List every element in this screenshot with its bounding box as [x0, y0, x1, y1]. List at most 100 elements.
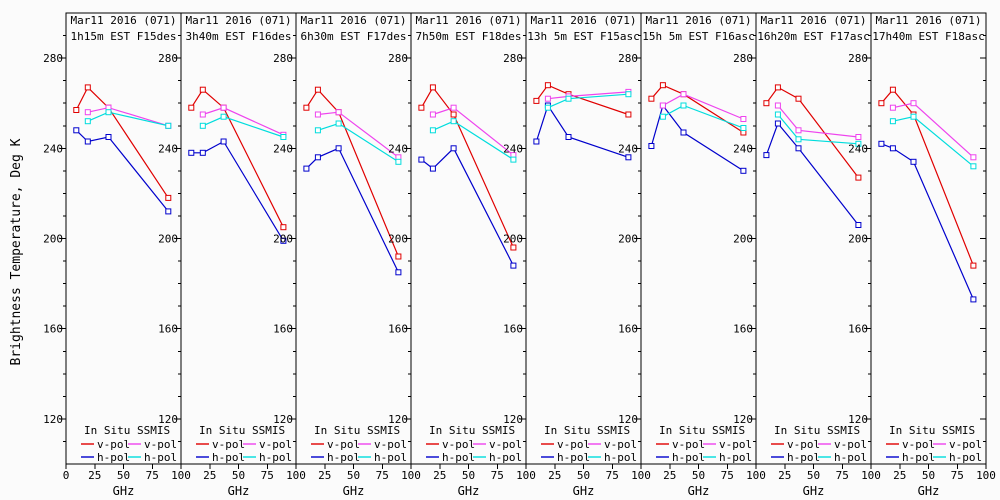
x-tick-label: 25 [433, 469, 446, 482]
data-point-marker [199, 111, 206, 118]
series-ssmis-h-pol [84, 109, 172, 129]
data-point-marker [544, 95, 551, 102]
series-ssmis-v-pol [889, 100, 977, 161]
data-point-marker [648, 143, 655, 149]
series-ssmis-h-pol [429, 118, 517, 163]
legend-ssmis-header: SSMIS [137, 424, 170, 437]
x-tick-label: 75 [146, 469, 159, 482]
data-point-marker [199, 149, 206, 156]
x-tick-label: 75 [376, 469, 389, 482]
data-point-marker [970, 163, 977, 170]
data-point-marker [855, 134, 862, 140]
data-point-marker [795, 145, 802, 152]
series-in-situ-v-pol [188, 86, 287, 231]
series-in-situ-h-pol [418, 145, 517, 269]
panel-title-date: Mar11 2016 (071) [416, 14, 522, 27]
y-tick-label: 120 [43, 413, 63, 426]
data-point-marker [220, 113, 227, 120]
x-axis-unit-label: GHz [803, 484, 825, 498]
y-ticks: 120 160 200 240 280 [273, 35, 296, 442]
x-tick-label: 50 [922, 469, 935, 482]
data-point-marker [648, 95, 655, 102]
legend-ssmis-header: SSMIS [827, 424, 860, 437]
panel-title-date: Mar11 2016 (071) [71, 14, 177, 27]
legend-vpol-label: v-pol [442, 438, 475, 451]
y-ticks: 120 160 200 240 280 [733, 35, 756, 442]
y-tick-label: 280 [733, 52, 753, 65]
series-in-situ-v-pol [763, 84, 862, 181]
x-tick-label: 25 [548, 469, 561, 482]
legend-vpol-label: v-pol [557, 438, 590, 451]
legend-hpol-label: h-pol [374, 451, 407, 464]
data-point-marker [659, 113, 666, 120]
x-tick-label: 50 [117, 469, 130, 482]
data-point-marker [84, 84, 91, 91]
data-point-marker [510, 262, 517, 269]
series-line [881, 143, 974, 300]
data-point-marker [450, 118, 457, 125]
data-point-marker [774, 111, 781, 118]
series-line [650, 104, 744, 172]
series-in-situ-h-pol [73, 127, 172, 215]
y-tick-label: 160 [618, 323, 638, 336]
data-point-marker [910, 158, 917, 165]
x-axis-unit-label: GHz [688, 484, 710, 498]
data-point-marker [303, 165, 310, 172]
legend-hpol-label: h-pol [212, 451, 245, 464]
y-tick-label: 160 [848, 323, 868, 336]
series-line [190, 88, 284, 228]
y-tick-label: 120 [503, 413, 523, 426]
x-tick-label: 25 [663, 469, 676, 482]
series-line [535, 84, 629, 116]
y-tick-label: 200 [273, 233, 293, 246]
data-point-marker [544, 82, 551, 89]
data-point-marker [659, 102, 666, 109]
data-point-marker [73, 127, 80, 134]
legend-in-situ-header: In Situ [889, 424, 935, 437]
legend-hpol-label: h-pol [672, 451, 705, 464]
series-line [202, 116, 284, 138]
panel-title-date: Mar11 2016 (071) [531, 14, 637, 27]
series-ssmis-v-pol [314, 109, 402, 161]
y-tick-label: 120 [618, 413, 638, 426]
legend-hpol-label: h-pol [327, 451, 360, 464]
data-point-marker [280, 134, 287, 140]
series-line [75, 86, 169, 199]
legend-hpol-label: h-pol [442, 451, 475, 464]
legend-hpol-label: h-pol [834, 451, 867, 464]
y-tick-label: 160 [733, 323, 753, 336]
data-point-marker [220, 138, 227, 145]
legend-vpol-label: v-pol [327, 438, 360, 451]
panel-title-time: 17h40m EST F18asc [872, 30, 985, 43]
y-tick-label: 160 [158, 323, 178, 336]
data-point-marker [199, 86, 206, 93]
data-point-marker [680, 102, 687, 109]
legend-ssmis-header: SSMIS [942, 424, 975, 437]
y-tick-label: 120 [388, 413, 408, 426]
data-point-marker [740, 116, 747, 122]
y-tick-label: 160 [273, 323, 293, 336]
legend-vpol-label: v-pol [212, 438, 245, 451]
panel-title-time: 6h30m EST F17des [301, 30, 407, 43]
series-ssmis-v-pol [774, 102, 862, 140]
data-point-marker [533, 138, 540, 145]
data-point-marker [84, 118, 91, 125]
legend-in-situ-header: In Situ [774, 424, 820, 437]
legend-vpol-label: v-pol [374, 438, 407, 451]
series-line [420, 86, 514, 248]
legend-hpol-label: h-pol [557, 451, 590, 464]
data-point-marker [889, 86, 896, 93]
data-point-marker [199, 122, 206, 129]
y-tick-label: 240 [503, 142, 523, 155]
legend-vpol-label: v-pol [144, 438, 177, 451]
series-line [765, 86, 859, 178]
series-line [305, 147, 399, 273]
series-line [765, 122, 859, 226]
data-point-marker [429, 84, 436, 91]
y-tick-label: 280 [158, 52, 178, 65]
legend-in-situ-header: In Situ [544, 424, 590, 437]
x-tick-label: 100 [631, 469, 651, 482]
panel-3: Mar11 2016 (071) 7h50m EST F18des 120 160 20… [388, 13, 536, 498]
data-point-marker [680, 129, 687, 136]
